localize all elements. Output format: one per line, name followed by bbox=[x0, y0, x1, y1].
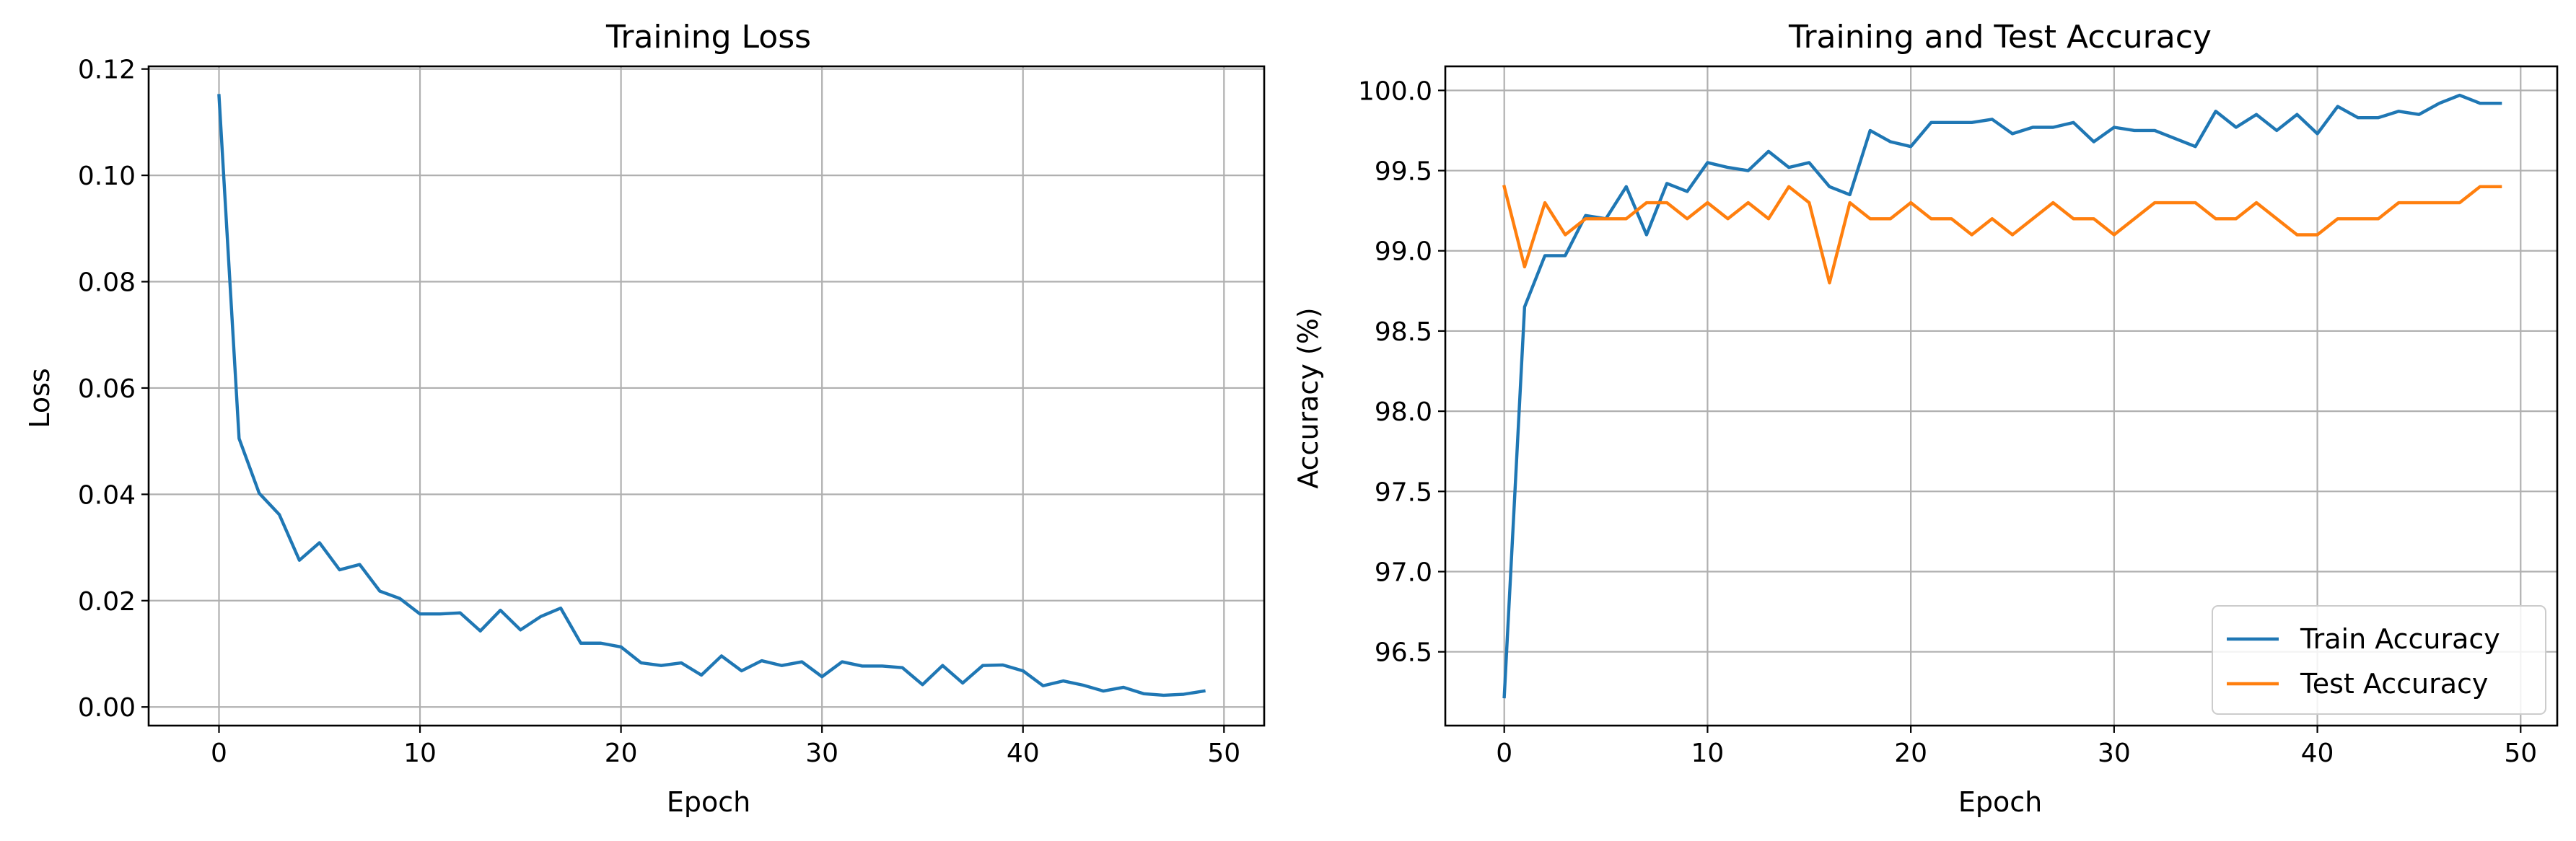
legend: Train Accuracy Test Accuracy bbox=[2212, 605, 2546, 715]
legend-box bbox=[2212, 605, 2546, 715]
x-tick-label: 30 bbox=[805, 739, 838, 768]
loss-chart: Training Loss Epoch Loss 0 10 20 30 40 50 0.00… bbox=[24, 19, 1266, 818]
y-tick-label: 0.04 bbox=[78, 480, 136, 510]
series-line bbox=[1502, 93, 2502, 699]
y-tick-label: 0.10 bbox=[78, 162, 136, 191]
y-tick-label: 0.00 bbox=[78, 693, 136, 723]
x-tick-label: 40 bbox=[2301, 739, 2334, 768]
x-tick-label: 30 bbox=[2098, 739, 2131, 768]
x-tick-label: 40 bbox=[1007, 739, 1040, 768]
chart-title: Training and Test Accuracy bbox=[1788, 19, 2212, 56]
y-tick-label: 0.12 bbox=[78, 56, 136, 85]
legend-label: Train Accuracy bbox=[2300, 623, 2500, 655]
x-axis-label: Epoch bbox=[667, 786, 750, 818]
x-tick-label: 50 bbox=[1207, 739, 1240, 768]
plot-frame bbox=[147, 65, 1266, 727]
y-tick-label: 99.0 bbox=[1375, 237, 1432, 267]
plot-frame bbox=[1444, 65, 2559, 727]
x-tick-label: 20 bbox=[1894, 739, 1927, 768]
y-tick-label: 0.06 bbox=[78, 374, 136, 404]
y-tick-label: 100.0 bbox=[1358, 76, 1432, 106]
x-tick-label: 50 bbox=[2504, 739, 2537, 768]
x-tick-label: 20 bbox=[605, 739, 638, 768]
y-tick-label: 0.08 bbox=[78, 268, 136, 298]
y-tick-label: 98.5 bbox=[1375, 317, 1432, 347]
x-tick-label: 10 bbox=[1691, 739, 1725, 768]
x-tick-label: 0 bbox=[1496, 739, 1512, 768]
accuracy-chart: Training and Test Accuracy Epoch Accurac… bbox=[1292, 19, 2559, 818]
chart-title: Training Loss bbox=[605, 19, 811, 56]
x-axis-label: Epoch bbox=[1958, 786, 2042, 818]
series-line bbox=[1502, 185, 2502, 285]
y-tick-label: 99.5 bbox=[1375, 157, 1432, 187]
y-tick-label: 96.5 bbox=[1375, 638, 1432, 668]
x-tick-label: 0 bbox=[211, 739, 227, 768]
y-tick-label: 97.5 bbox=[1375, 477, 1432, 507]
y-axis-label: Accuracy (%) bbox=[1292, 307, 1324, 488]
legend-label: Test Accuracy bbox=[2300, 668, 2488, 700]
y-axis-label: Loss bbox=[24, 368, 56, 428]
x-tick-label: 10 bbox=[403, 739, 437, 768]
y-tick-label: 97.0 bbox=[1375, 558, 1432, 588]
y-tick-label: 0.02 bbox=[78, 587, 136, 617]
series-line bbox=[217, 94, 1206, 697]
y-tick-label: 98.0 bbox=[1375, 397, 1432, 427]
